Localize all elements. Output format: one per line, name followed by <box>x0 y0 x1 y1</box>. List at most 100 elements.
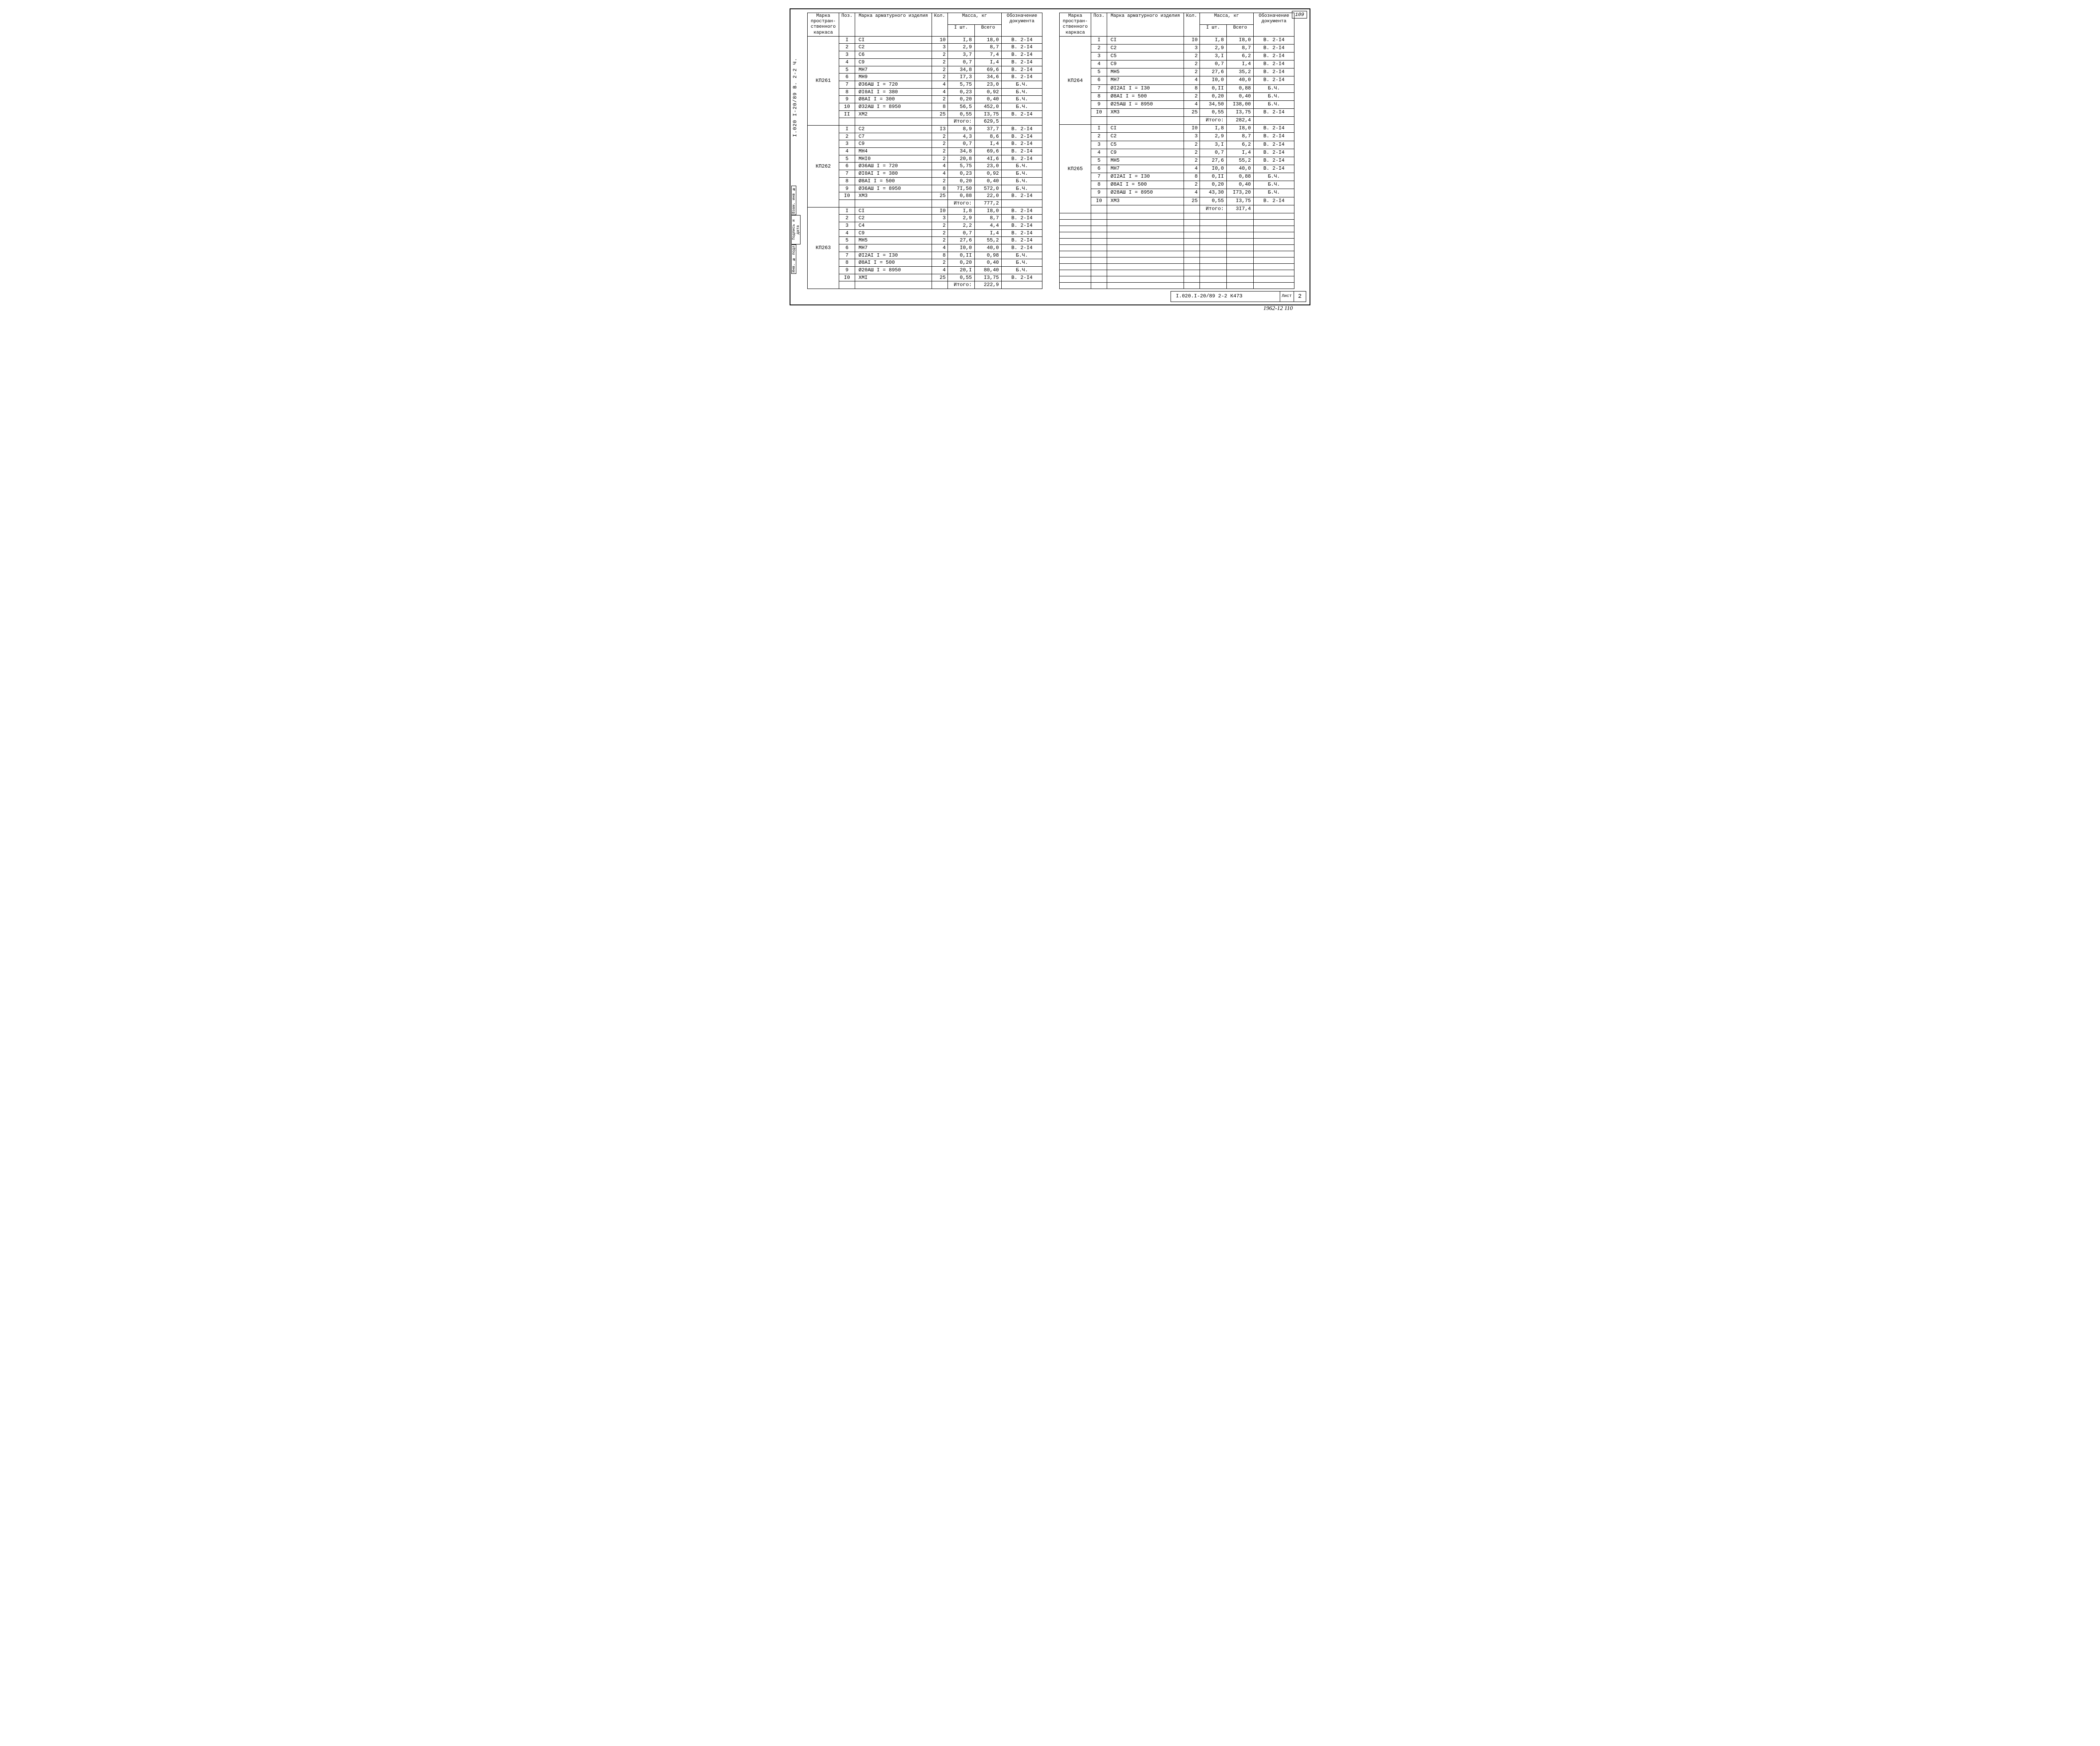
cell-mass-total: I3,75 <box>1226 109 1253 117</box>
cell-poz: 2 <box>839 44 855 51</box>
cell-doc: В. 2-I4 <box>1254 76 1294 84</box>
table-header: Марка простран-ственного каркаса Поз. Ма… <box>1060 13 1294 37</box>
cell-mass-one: 2,9 <box>1200 44 1226 52</box>
table-row: 6МН74I0,040,0В. 2-I4 <box>808 244 1042 252</box>
cell-item: Ø8AI I = 300 <box>855 96 932 103</box>
table-row: КП262IC2I38,937,7В. 2-I4 <box>808 126 1042 133</box>
cell-item: C5 <box>1107 53 1184 60</box>
table-row: 8Ø8AI I = 50020,200,40Б.Ч. <box>1060 92 1294 100</box>
cell-mass-total: 8,7 <box>1226 133 1253 141</box>
cell-poz: 4 <box>1091 149 1107 157</box>
table-row: 7ØI0AI I = 38040,230,92Б.Ч. <box>808 170 1042 178</box>
th-massa-1: I шт. <box>1200 24 1226 36</box>
cell-itogo-value: 282,4 <box>1226 117 1253 125</box>
cell-kol: 2 <box>932 96 948 103</box>
cell-poz: 9 <box>1091 189 1107 197</box>
cell-mass-one: 0,23 <box>948 170 974 178</box>
table-row: 4МН4234,869,6В. 2-I4 <box>808 148 1042 155</box>
cell-doc: В. 2-I4 <box>1254 36 1294 44</box>
cell-itogo-value: 222,9 <box>974 281 1001 289</box>
table-row: 2C724,38,6В. 2-I4 <box>808 133 1042 140</box>
cell-mass-total: 6,2 <box>1226 141 1253 149</box>
cell-mass-total: I,4 <box>1226 60 1253 68</box>
cell-doc: Б.Ч. <box>1002 267 1042 274</box>
cell-mass-one: 27,6 <box>1200 68 1226 76</box>
cell-mass-one: 0,20 <box>948 259 974 267</box>
cell-mass-total: 69,6 <box>974 66 1001 74</box>
table-row: 8Ø8AI I = 50020,200,40Б.Ч. <box>1060 181 1294 189</box>
cell-poz: I0 <box>1091 109 1107 117</box>
cell-item: ØI0AI I = 380 <box>855 170 932 178</box>
cell-kol: 25 <box>1184 197 1200 205</box>
cell-doc: В. 2-I4 <box>1002 155 1042 163</box>
cell-doc: В. 2-I4 <box>1002 215 1042 222</box>
cell-mass-total: 8,6 <box>974 133 1001 140</box>
cell-item: C9 <box>1107 149 1184 157</box>
th-marka-prostr: Марка простран-ственного каркаса <box>808 13 839 37</box>
cell-poz: 8 <box>839 259 855 267</box>
cell-kol: 4 <box>932 163 948 170</box>
cell-mass-total: I,4 <box>974 229 1001 237</box>
cell-mass-one: I,8 <box>1200 125 1226 133</box>
cell-itogo-value: 777,2 <box>974 200 1001 207</box>
cell-poz: 8 <box>1091 92 1107 100</box>
table-row: 4C920,7I,4В. 2-I4 <box>808 229 1042 237</box>
cell-poz: 3 <box>839 222 855 229</box>
cell-poz: 5 <box>839 237 855 244</box>
table-row: I0ХМ3250,55I3,75В. 2-I4 <box>1060 109 1294 117</box>
cell-mass-one: 0,II <box>948 252 974 259</box>
table-row: 5МН5227,635,2В. 2-I4 <box>1060 68 1294 76</box>
cell-poz: 9 <box>839 96 855 103</box>
cell-mass-one: 34,50 <box>1200 100 1226 108</box>
title-block: I.020.I-20/89 2-2 К47З Лист 2 <box>1171 291 1306 302</box>
cell-mass-total: 23,0 <box>974 81 1001 88</box>
cell-mass-total: I,4 <box>974 140 1001 148</box>
cell-kol: 4 <box>932 244 948 252</box>
cell-doc: В. 2-I4 <box>1254 44 1294 52</box>
cell-kol: 2 <box>932 259 948 267</box>
cell-mass-one: 0,7 <box>1200 60 1226 68</box>
cell-mass-total: I3,75 <box>1226 197 1253 205</box>
cell-poz: 7 <box>839 252 855 259</box>
cell-mass-total: 0,98 <box>974 252 1001 259</box>
cell-mass-total: I8,0 <box>1226 36 1253 44</box>
table-row: 3C623,77,4В. 2-I4 <box>808 51 1042 59</box>
cell-mass-one: 27,6 <box>948 237 974 244</box>
drawing-sheet: 109 I.020 I-20/89 В. 2-2 Ч. Взам. инв № … <box>790 8 1310 305</box>
table-row: 3C422,24,4В. 2-I4 <box>808 222 1042 229</box>
cell-item: C2 <box>1107 133 1184 141</box>
cell-poz: 7 <box>1091 173 1107 181</box>
table-row: 7ØI2AI I = I3080,II0,88Б.Ч. <box>1060 173 1294 181</box>
cell-poz: 7 <box>839 81 855 88</box>
cell-kol: 25 <box>932 110 948 118</box>
table-row: 7ØI2AI I = I3080,II0,88Б.Ч. <box>1060 84 1294 92</box>
table-row: 5МНI0220,84I,6В. 2-I4 <box>808 155 1042 163</box>
cell-mass-one: 3,I <box>1200 53 1226 60</box>
cell-poz: II <box>839 110 855 118</box>
cell-doc: В. 2-I4 <box>1254 133 1294 141</box>
cell-item: МН5 <box>855 237 932 244</box>
cell-item: C9 <box>1107 60 1184 68</box>
cell-poz: 8 <box>839 177 855 185</box>
cell-doc: В. 2-I4 <box>1254 125 1294 133</box>
cell-kol: 2 <box>1184 53 1200 60</box>
side-stamp-boxes: Взам. инв № Подпись и дата Инв. № подл <box>791 186 806 274</box>
cell-poz: 3 <box>1091 53 1107 60</box>
table-row: IIХМ2250,55I3,75В. 2-I4 <box>808 110 1042 118</box>
cell-doc: В. 2-I4 <box>1254 197 1294 205</box>
cell-kol: 2 <box>932 66 948 74</box>
cell-kol: 4 <box>932 88 948 96</box>
cell-mass-total: I8,0 <box>974 207 1001 215</box>
cell-mass-one: 0,55 <box>948 274 974 281</box>
cell-doc: В. 2-I4 <box>1254 53 1294 60</box>
cell-poz: 5 <box>1091 157 1107 165</box>
table-row: 3C523,I6,2В. 2-I4 <box>1060 141 1294 149</box>
th-massa: Масса, кг <box>1200 13 1254 25</box>
table-row: 6МН74I0,040,0В. 2-I4 <box>1060 165 1294 173</box>
th-marka-arm: Марка арматурного изделия <box>1107 13 1184 37</box>
cell-doc: В. 2-I4 <box>1002 133 1042 140</box>
table-row: 5МН7234,869,6В. 2-I4 <box>808 66 1042 74</box>
table-row: 8ØI0AI I = 38040,230,92Б.Ч. <box>808 88 1042 96</box>
cell-doc: В. 2-I4 <box>1002 229 1042 237</box>
cell-item: Ø28АШ I = 8950 <box>1107 189 1184 197</box>
